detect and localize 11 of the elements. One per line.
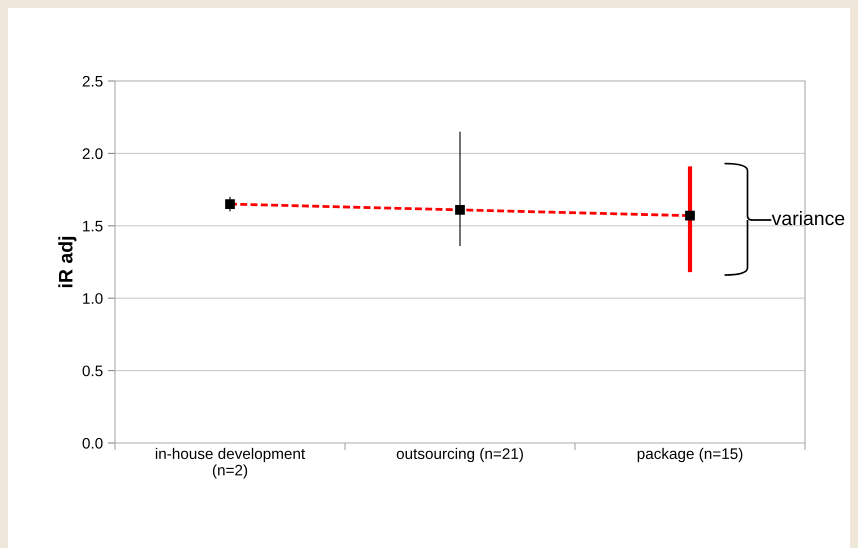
y-axis-title: iR adj <box>58 236 76 288</box>
annotation: variance <box>772 210 844 226</box>
y-tick-label: 0.5 <box>82 365 103 376</box>
y-tick-label: 1.5 <box>83 220 103 232</box>
y-tick-label: 2.5 <box>82 76 103 87</box>
y-tick-label: 1.0 <box>83 293 103 304</box>
y-tick-label: 2.0 <box>82 148 103 160</box>
x-tick-label: package (n=15) <box>638 448 742 462</box>
x-tick-label: outsourcing (n=21) <box>396 448 523 462</box>
y-tick-label: 0.0 <box>82 438 103 449</box>
x-tick-label: in-house development (n=2) <box>156 448 306 479</box>
